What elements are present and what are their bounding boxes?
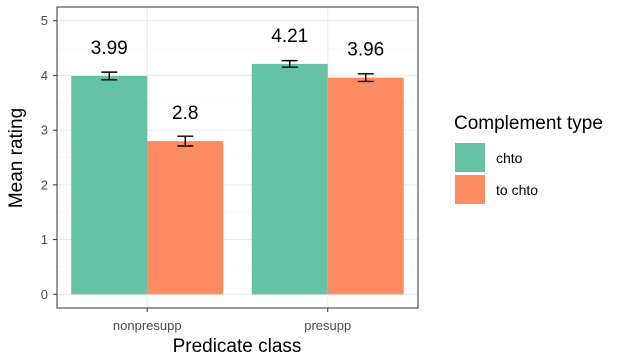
legend-title: Complement type: [454, 113, 603, 134]
legend: Complement type chto to chto: [454, 113, 603, 204]
x-tick-label: presupp: [304, 318, 351, 333]
data-labels: 3.99 4.21 2.8 3.96: [91, 26, 384, 124]
x-tick-label: nonpresupp: [113, 318, 182, 333]
legend-label-to-chto: to chto: [496, 182, 538, 198]
y-tick-label: 1: [41, 232, 48, 247]
legend-key-to-chto: [455, 175, 485, 204]
error-bar: [101, 71, 118, 81]
error-bar: [177, 135, 194, 147]
data-label: 4.21: [271, 26, 308, 47]
y-axis: 0 1 2 3 4 5: [41, 13, 57, 302]
bars: [71, 63, 404, 295]
error-bars: [101, 59, 374, 147]
y-axis-title: Mean rating: [6, 108, 27, 208]
panel-border: [56, 6, 419, 309]
y-tick-label: 2: [41, 177, 48, 192]
legend-label-chto: chto: [496, 150, 523, 166]
x-axis: nonpresupp presupp: [113, 308, 351, 333]
bar-to-chto-presupp: [327, 77, 404, 295]
bar-chto-presupp: [251, 63, 328, 295]
data-label: 2.8: [172, 103, 198, 124]
y-tick-label: 5: [41, 13, 48, 28]
data-label: 3.99: [91, 38, 128, 59]
bar-to-chto-nonpresupp: [147, 141, 224, 295]
error-bar: [281, 59, 298, 68]
legend-key-chto: [455, 143, 485, 172]
data-label: 3.96: [347, 40, 384, 61]
y-tick-label: 0: [41, 287, 48, 302]
y-tick-label: 3: [41, 123, 48, 138]
x-axis-title: Predicate class: [173, 336, 302, 357]
bar-chto-nonpresupp: [71, 75, 148, 295]
y-tick-label: 4: [41, 68, 48, 83]
error-bar: [357, 73, 374, 83]
